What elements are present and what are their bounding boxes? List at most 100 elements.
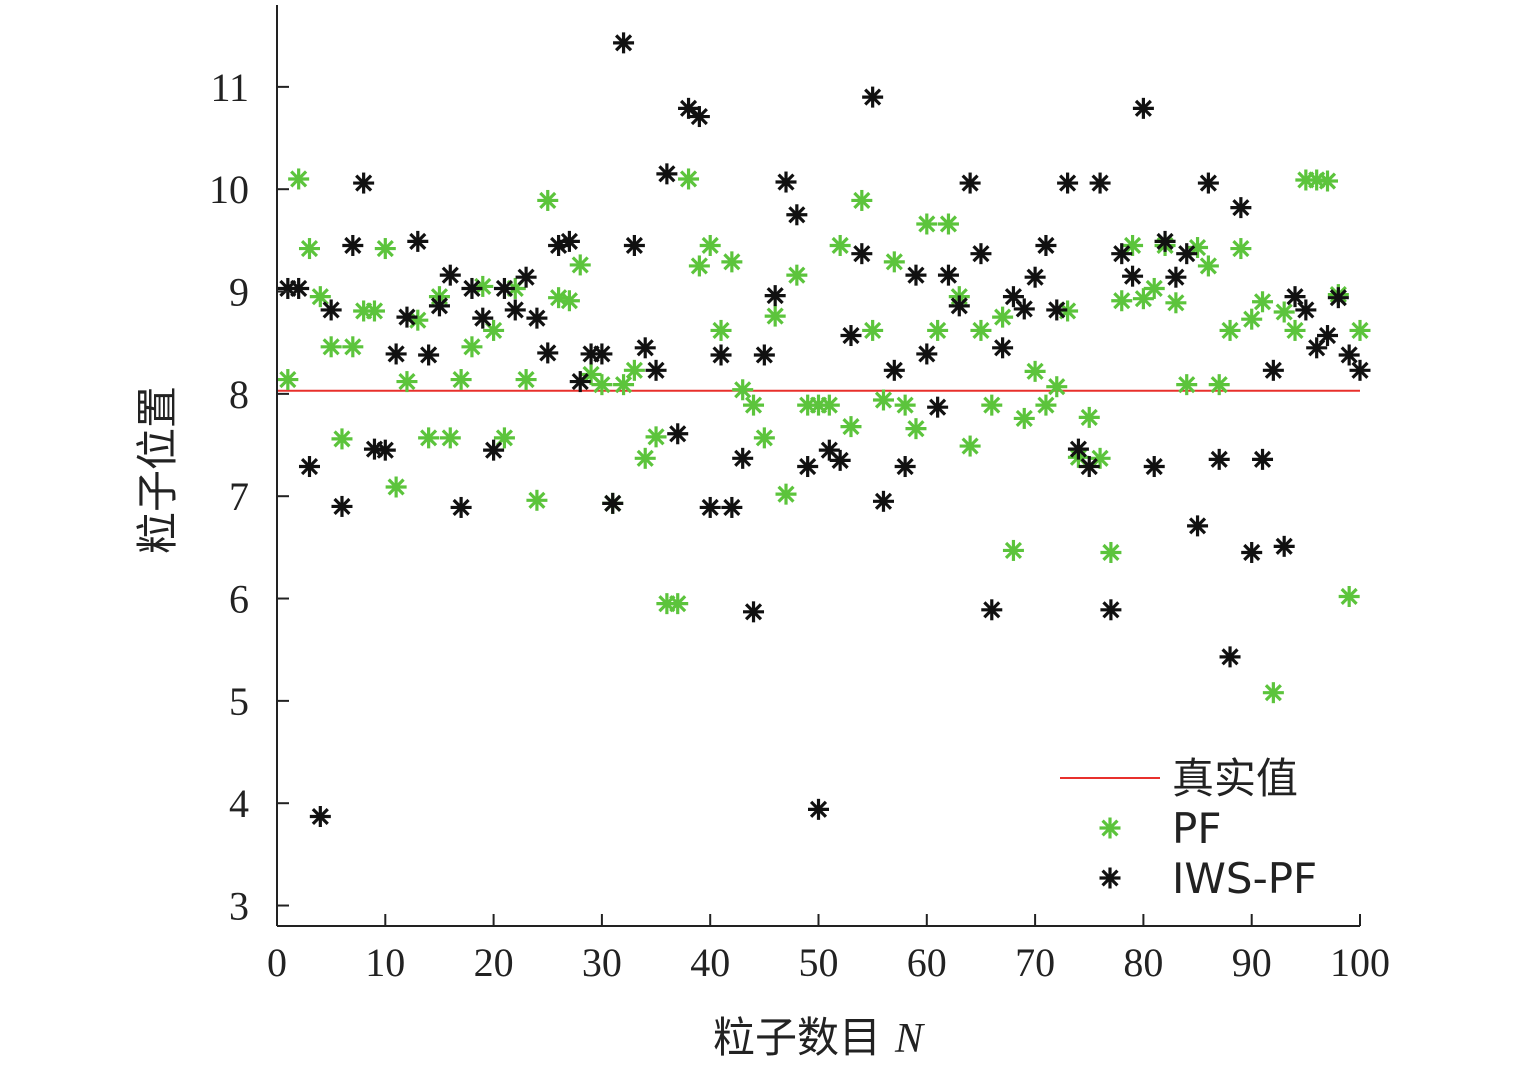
legend: 真实值 PF IWS-PF bbox=[1060, 754, 1317, 903]
pf-point bbox=[1284, 319, 1306, 341]
pf-point bbox=[439, 427, 461, 449]
iws-pf-point bbox=[569, 371, 591, 393]
x-tick-label: 80 bbox=[1123, 940, 1163, 985]
pf-point bbox=[764, 305, 786, 327]
y-axis-title: 粒子位置 bbox=[133, 386, 182, 554]
pf-point bbox=[667, 593, 689, 615]
iws-pf-point bbox=[374, 439, 396, 461]
pf-point bbox=[1100, 541, 1122, 563]
pf-point bbox=[1230, 238, 1252, 260]
x-tick-label: 0 bbox=[267, 940, 287, 985]
x-axis-title-text: 粒子数目 bbox=[713, 1013, 881, 1062]
pf-point bbox=[1219, 319, 1241, 341]
iws-pf-point bbox=[461, 277, 483, 299]
iws-pf-point bbox=[1122, 265, 1144, 287]
pf-point bbox=[461, 336, 483, 358]
iws-pf-point bbox=[353, 172, 375, 194]
iws-pf-point bbox=[407, 230, 429, 252]
pf-point bbox=[840, 416, 862, 438]
iws-pf-point bbox=[418, 344, 440, 366]
pf-point bbox=[851, 189, 873, 211]
iws-pf-point bbox=[808, 798, 829, 820]
x-tick-label: 70 bbox=[1015, 940, 1055, 985]
iws-pf-point bbox=[883, 359, 905, 381]
x-tick-label: 90 bbox=[1232, 940, 1272, 985]
pf-point bbox=[688, 255, 710, 277]
x-axis-title-variable: N bbox=[894, 1016, 925, 1062]
iws-pf-point bbox=[1100, 599, 1122, 621]
iws-pf-point bbox=[656, 163, 678, 185]
pf-point bbox=[1262, 682, 1284, 704]
x-tick-label: 30 bbox=[582, 940, 622, 985]
iws-pf-point bbox=[667, 423, 689, 445]
y-tick-label: 4 bbox=[229, 781, 249, 826]
iws-pf-point bbox=[948, 295, 970, 317]
pf-point bbox=[1165, 292, 1187, 314]
iws-pf-point bbox=[1208, 448, 1230, 470]
iws-pf-point bbox=[1067, 438, 1089, 460]
pf-point bbox=[1078, 406, 1100, 428]
legend-label-true-value: 真实值 bbox=[1172, 754, 1298, 803]
iws-pf-point bbox=[1057, 172, 1079, 194]
iws-pf-point bbox=[1187, 515, 1209, 537]
pf-point bbox=[753, 427, 775, 449]
iws-pf-point bbox=[623, 234, 645, 256]
iws-pf-point bbox=[970, 243, 992, 265]
pf-point bbox=[645, 426, 667, 448]
iws-pf-point bbox=[678, 97, 700, 119]
iws-pf-point bbox=[710, 344, 732, 366]
pf-point bbox=[363, 300, 385, 322]
pf-point bbox=[981, 394, 1003, 416]
iws-pf-point bbox=[1295, 299, 1317, 321]
iws-pf-point bbox=[1143, 456, 1165, 478]
pf-point bbox=[1013, 407, 1035, 429]
legend-marker-iws-pf bbox=[1099, 867, 1121, 889]
pf-point bbox=[634, 447, 656, 469]
iws-pf-point bbox=[493, 277, 515, 299]
y-tick-label: 8 bbox=[229, 372, 249, 417]
iws-pf-point bbox=[1252, 448, 1274, 470]
pf-point bbox=[298, 238, 320, 260]
pf-point bbox=[1046, 376, 1068, 398]
y-tick-label: 5 bbox=[229, 679, 249, 724]
iws-pf-point bbox=[320, 299, 342, 321]
pf-point bbox=[331, 428, 353, 450]
axes bbox=[276, 5, 1361, 927]
iws-pf-point bbox=[992, 337, 1014, 359]
iws-pf-point bbox=[645, 359, 667, 381]
x-tick-label: 100 bbox=[1330, 940, 1390, 985]
pf-point bbox=[1208, 374, 1230, 396]
iws-pf-point bbox=[1013, 298, 1035, 320]
y-tick-label: 10 bbox=[209, 167, 249, 212]
iws-pf-point bbox=[797, 456, 819, 478]
pf-point bbox=[1002, 539, 1024, 561]
iws-pf-point bbox=[634, 337, 656, 359]
pf-point bbox=[418, 427, 440, 449]
iws-pf-point bbox=[786, 204, 808, 226]
iws-pf-point bbox=[851, 243, 873, 265]
pf-point bbox=[699, 234, 721, 256]
iws-pf-point bbox=[1219, 646, 1241, 668]
pf-point bbox=[883, 251, 905, 273]
pf-point bbox=[872, 389, 894, 411]
iws-pf-point bbox=[1035, 234, 1057, 256]
pf-point bbox=[374, 238, 396, 260]
pf-point bbox=[1338, 585, 1360, 607]
iws-pf-point bbox=[699, 496, 721, 518]
pf-point bbox=[1143, 277, 1165, 299]
iws-pf-point bbox=[472, 307, 494, 329]
iws-pf-point bbox=[1111, 243, 1133, 265]
pf-point bbox=[613, 374, 635, 396]
pf-point bbox=[775, 483, 797, 505]
iws-pf-point bbox=[1002, 286, 1024, 308]
pf-point bbox=[309, 286, 331, 308]
iws-pf-point bbox=[439, 264, 461, 286]
pf-point bbox=[320, 336, 342, 358]
pf-point bbox=[916, 213, 938, 235]
y-tick-label: 3 bbox=[229, 884, 249, 929]
pf-point bbox=[970, 319, 992, 341]
iws-pf-point bbox=[688, 106, 710, 128]
pf-point bbox=[678, 168, 700, 190]
iws-pf-point bbox=[905, 264, 927, 286]
pf-point bbox=[1349, 319, 1371, 341]
